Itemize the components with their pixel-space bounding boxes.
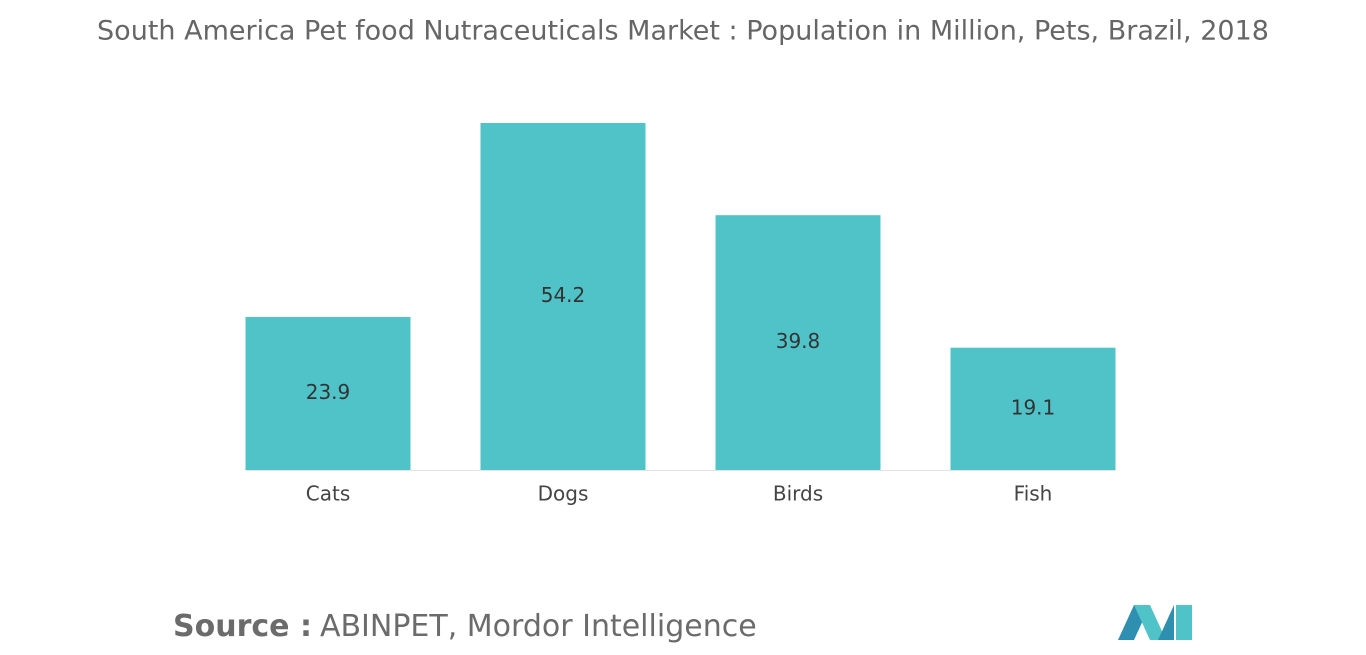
- logo-part: [1158, 605, 1174, 640]
- source-text: ABINPET, Mordor Intelligence: [320, 609, 757, 644]
- x-tick-label: Fish: [1014, 482, 1053, 506]
- bar: [950, 347, 1116, 470]
- logo-part: [1176, 605, 1192, 640]
- x-tick-label: Birds: [773, 482, 823, 506]
- source-label: Source :: [173, 609, 312, 644]
- x-tick-label: Dogs: [538, 482, 589, 506]
- value-label: 54.2: [541, 283, 586, 307]
- logo: [1118, 605, 1192, 640]
- chart-title: South America Pet food Nutraceuticals Ma…: [97, 16, 1269, 47]
- value-label: 23.9: [306, 380, 351, 404]
- logo-part: [1134, 605, 1166, 640]
- bar: [245, 316, 411, 470]
- x-tick-label: Cats: [306, 482, 350, 506]
- bar: [480, 123, 646, 470]
- bar: [715, 215, 881, 470]
- source: Source : ABINPET, Mordor Intelligence: [173, 609, 757, 644]
- value-label: 19.1: [1011, 395, 1056, 419]
- value-label: 39.8: [776, 329, 821, 353]
